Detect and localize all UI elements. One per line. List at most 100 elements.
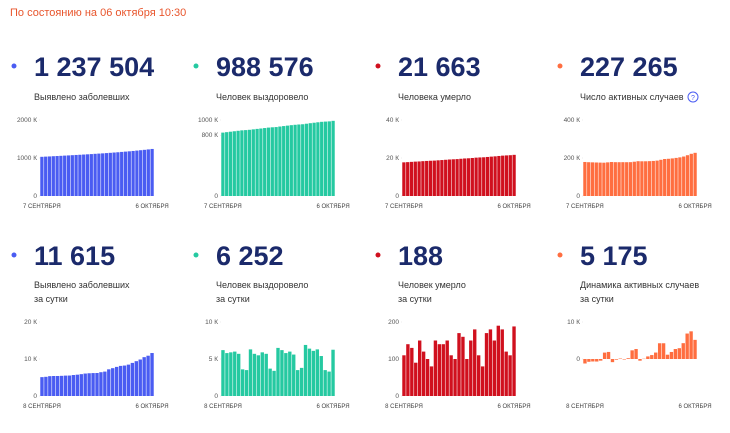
bar [266,127,271,196]
y-tick-label: 2000 К [17,117,37,124]
bar [264,353,268,396]
bar [625,162,629,196]
bar [233,351,237,396]
bar [40,377,44,396]
bullet [193,63,199,69]
bar [583,161,587,196]
bar [93,153,97,196]
bar [150,148,154,196]
bar [590,162,595,196]
bar [657,343,662,359]
bar [101,153,105,196]
bar [142,149,147,196]
help-icon[interactable]: ? [687,91,699,103]
bar [87,373,91,396]
bar [663,158,667,196]
bar [48,376,52,396]
bar [134,361,139,396]
bar [609,162,614,196]
bar [111,368,115,396]
bar [67,375,72,396]
bar [466,158,471,196]
y-tick-label: 0 [576,193,580,200]
bar [142,357,146,396]
bar [331,120,335,196]
bar [303,344,308,396]
bar [259,128,263,196]
y-tick-label: 20 К [24,319,37,326]
big-number: 188 [398,241,443,271]
label: Человек выздоровело [216,280,308,290]
bar [449,355,453,396]
bar [320,121,324,196]
label: за сутки [34,294,68,304]
bar [99,372,103,396]
y-tick-label: 200 К [564,155,581,162]
x-tick-label: 7 СЕНТЯБРЯ [566,204,604,210]
bar [630,350,634,359]
bar [126,364,131,396]
bar [118,365,123,396]
bar [496,325,501,396]
bar [280,350,284,396]
bar [508,155,512,196]
bar [225,132,229,196]
bar [240,369,245,396]
bar [410,347,414,396]
bar [127,151,131,196]
label: Человек выздоровело [216,92,308,102]
bar [244,370,249,396]
bar [221,132,225,196]
bar [299,367,304,396]
x-tick-label: 8 СЕНТЯБРЯ [23,404,61,410]
x-tick-label: 7 СЕНТЯБРЯ [204,204,242,210]
bar [473,329,477,396]
bar [44,376,48,396]
bar [493,156,497,196]
bullet [375,63,381,69]
x-tick-label: 7 СЕНТЯБРЯ [385,204,423,210]
bar [59,155,63,196]
bar [587,359,591,362]
bar [636,161,640,196]
bar [44,156,48,196]
bar [274,127,278,196]
bar [606,162,610,196]
bar [489,156,493,196]
bar [469,340,473,396]
bar [63,375,68,396]
label: за сутки [580,294,614,304]
y-tick-label: 0 [576,356,580,363]
bar [644,161,648,196]
bar [131,150,135,196]
bar [83,373,87,396]
bar [51,156,55,196]
bar [595,359,599,362]
bar [304,123,309,196]
label: Человек умерло [398,280,466,290]
label: Число активных случаев [580,92,684,102]
bar [40,156,44,196]
bar [677,348,682,359]
bullet [557,252,563,258]
bar [95,373,99,396]
bar [268,368,272,396]
bar [441,344,445,396]
bar [632,161,636,196]
bar [655,160,659,196]
bar [288,351,292,396]
bar [85,154,90,196]
bar [278,126,282,196]
bar [89,154,93,196]
bar [52,376,56,396]
bar [319,356,323,396]
bar [497,155,501,196]
bullet [375,252,381,258]
bar [459,158,463,196]
bar [297,124,301,196]
bar [327,371,331,396]
y-tick-label: 0 [395,193,399,200]
bar [621,162,625,196]
bar [292,354,296,396]
